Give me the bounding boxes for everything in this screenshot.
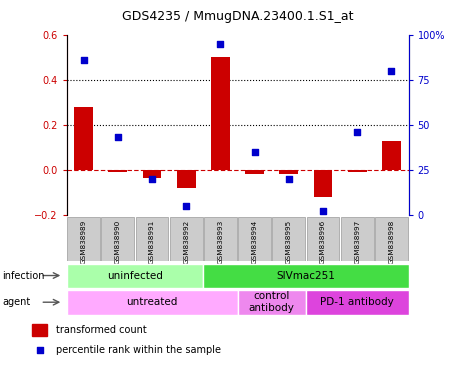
- Text: transformed count: transformed count: [56, 325, 147, 335]
- Text: GSM838994: GSM838994: [252, 220, 257, 264]
- Text: SIVmac251: SIVmac251: [276, 270, 335, 281]
- Text: GSM838991: GSM838991: [149, 220, 155, 264]
- FancyBboxPatch shape: [67, 217, 100, 261]
- FancyBboxPatch shape: [306, 290, 408, 315]
- Point: [388, 68, 395, 74]
- Text: agent: agent: [2, 297, 30, 307]
- Text: GSM838992: GSM838992: [183, 220, 189, 264]
- FancyBboxPatch shape: [341, 217, 374, 261]
- FancyBboxPatch shape: [66, 263, 203, 288]
- Point: [251, 149, 258, 155]
- Bar: [245, 170, 264, 174]
- FancyBboxPatch shape: [203, 263, 408, 288]
- Text: GDS4235 / MmugDNA.23400.1.S1_at: GDS4235 / MmugDNA.23400.1.S1_at: [122, 10, 353, 23]
- Point: [182, 203, 190, 209]
- Text: untreated: untreated: [126, 297, 178, 307]
- Text: GSM838989: GSM838989: [81, 220, 86, 264]
- Text: GSM838996: GSM838996: [320, 220, 326, 264]
- Text: uninfected: uninfected: [107, 270, 163, 281]
- Text: GSM838990: GSM838990: [115, 220, 121, 264]
- Bar: [279, 170, 298, 174]
- FancyBboxPatch shape: [375, 217, 408, 261]
- Point: [80, 57, 87, 63]
- Text: infection: infection: [2, 270, 45, 281]
- Bar: [211, 57, 230, 170]
- Point: [148, 176, 156, 182]
- Point: [285, 176, 293, 182]
- Bar: [348, 170, 367, 172]
- Point: [217, 41, 224, 47]
- FancyBboxPatch shape: [66, 290, 238, 315]
- Text: control
antibody: control antibody: [249, 291, 294, 313]
- FancyBboxPatch shape: [101, 217, 134, 261]
- Point: [36, 347, 44, 353]
- FancyBboxPatch shape: [272, 217, 305, 261]
- Text: GSM838998: GSM838998: [389, 220, 394, 264]
- Bar: [108, 170, 127, 172]
- FancyBboxPatch shape: [135, 217, 169, 261]
- Bar: [382, 141, 401, 170]
- Text: GSM838993: GSM838993: [218, 220, 223, 264]
- Bar: [32, 323, 48, 336]
- Point: [353, 129, 361, 135]
- FancyBboxPatch shape: [238, 217, 271, 261]
- Bar: [177, 170, 196, 188]
- Point: [319, 209, 327, 215]
- FancyBboxPatch shape: [170, 217, 203, 261]
- Text: GSM838995: GSM838995: [286, 220, 292, 264]
- Bar: [314, 170, 332, 197]
- Text: PD-1 antibody: PD-1 antibody: [320, 297, 394, 307]
- Text: percentile rank within the sample: percentile rank within the sample: [56, 345, 221, 355]
- FancyBboxPatch shape: [204, 217, 237, 261]
- FancyBboxPatch shape: [238, 290, 306, 315]
- Bar: [74, 107, 93, 170]
- FancyBboxPatch shape: [306, 217, 340, 261]
- Text: GSM838997: GSM838997: [354, 220, 360, 264]
- Bar: [142, 170, 162, 178]
- Point: [114, 134, 122, 141]
